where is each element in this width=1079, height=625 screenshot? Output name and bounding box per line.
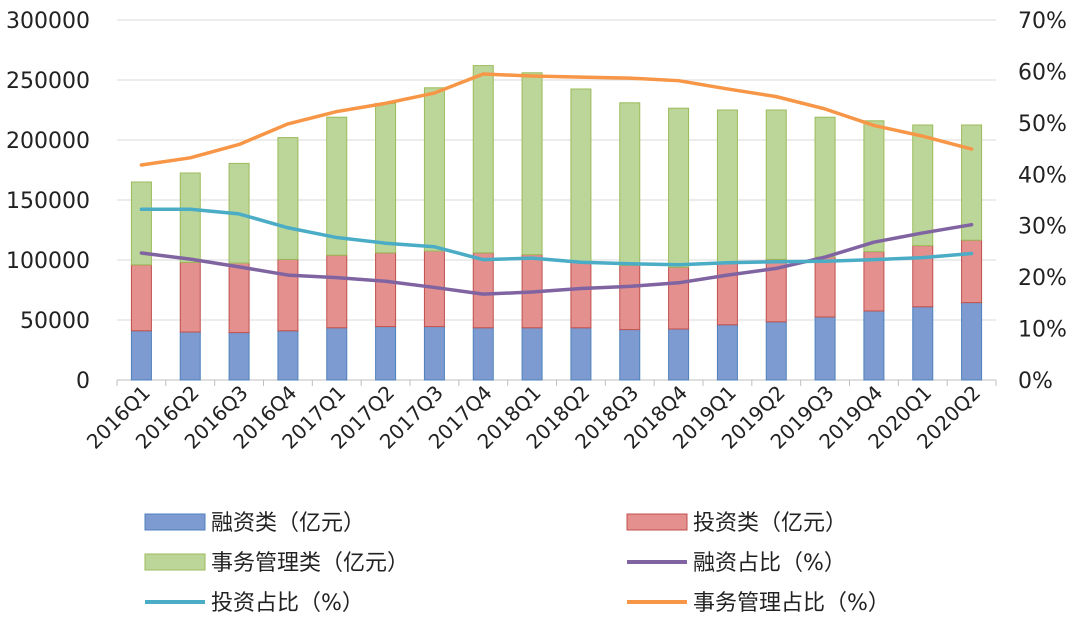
bar-financing [619,329,641,381]
bar-financing [765,321,787,381]
bar-investment [912,245,934,308]
bar-financing [326,327,348,381]
bar-series [130,65,983,381]
bar-affairs [961,124,983,241]
bar-investment [375,252,397,328]
y-left-tick-label: 150000 [6,189,90,214]
y-left-tick-label: 0 [76,369,90,394]
y-right-tick-label: 40% [1018,163,1067,188]
bar-investment [814,256,836,318]
legend-label: 事务管理占比（%） [693,591,890,616]
bar-investment [228,262,250,334]
legend-label: 投资类（亿元） [693,511,847,536]
bar-affairs [472,65,494,254]
bar-investment [472,252,494,329]
bar-financing [423,326,445,381]
bar-investment [961,239,983,304]
bar-affairs [179,172,201,263]
y-right-tick-label: 10% [1018,318,1067,343]
bar-financing [863,310,885,381]
bar-financing [716,324,738,381]
bar-affairs [570,88,592,263]
bar-affairs [716,109,738,265]
bar-investment [668,266,690,330]
line-investment-share [139,207,974,267]
bar-affairs [375,102,397,254]
bar-investment [619,264,641,331]
bar-affairs [863,120,885,253]
y-right-tick-label: 60% [1018,60,1067,85]
line-financing-share [139,222,974,296]
y-right-tick-label: 0% [1018,369,1053,394]
bar-financing [179,331,201,381]
bar-affairs [765,109,787,260]
bar-financing [912,306,934,381]
y-right-tick-label: 20% [1018,266,1067,291]
y-right-tick-label: 70% [1018,9,1067,34]
bar-financing [228,332,250,381]
bar-financing [521,327,543,381]
legend-label: 投资占比（%） [211,591,364,616]
y-left-tick-label: 200000 [6,129,90,154]
bar-financing [961,302,983,381]
bar-investment [570,261,592,329]
legend-label: 融资占比（%） [693,551,846,576]
legend-swatch-bar-financing [144,513,206,531]
bar-financing [130,330,152,381]
bar-financing [472,327,494,381]
bar-financing [277,330,299,381]
bar-affairs [668,107,690,268]
bar-affairs [912,124,934,247]
bar-investment [179,261,201,333]
bar-investment [277,258,299,332]
bar-investment [130,264,152,332]
bar-investment [326,254,348,329]
legend: 融资类（亿元） 投资类（亿元） 事务管理类（亿元） 融资占比（%） 投资占比（%） 事务管… [144,511,890,616]
line-series [139,72,974,296]
y-left-tick-label: 50000 [20,309,90,334]
bar-affairs [814,116,836,258]
bar-affairs [423,87,445,252]
bar-affairs [326,116,348,256]
bar-financing [375,326,397,381]
legend-label: 融资类（亿元） [211,511,365,536]
legend-swatch-bar-investment [626,513,688,531]
y-right-tick-label: 50% [1018,112,1067,137]
bar-affairs [277,137,299,260]
bar-affairs [521,72,543,256]
y-right-tick-label: 30% [1018,215,1067,240]
line-affairs-share [139,72,974,167]
bar-financing [570,327,592,381]
bar-affairs [619,102,641,266]
y-left-tick-label: 250000 [6,69,90,94]
bar-affairs [130,181,152,266]
bar-financing [814,316,836,381]
bar-financing [668,328,690,381]
y-left-tick-label: 300000 [6,9,90,34]
legend-swatch-bar-affairs [144,553,206,571]
legend-label: 事务管理类（亿元） [211,551,409,576]
y-left-tick-label: 100000 [6,249,90,274]
